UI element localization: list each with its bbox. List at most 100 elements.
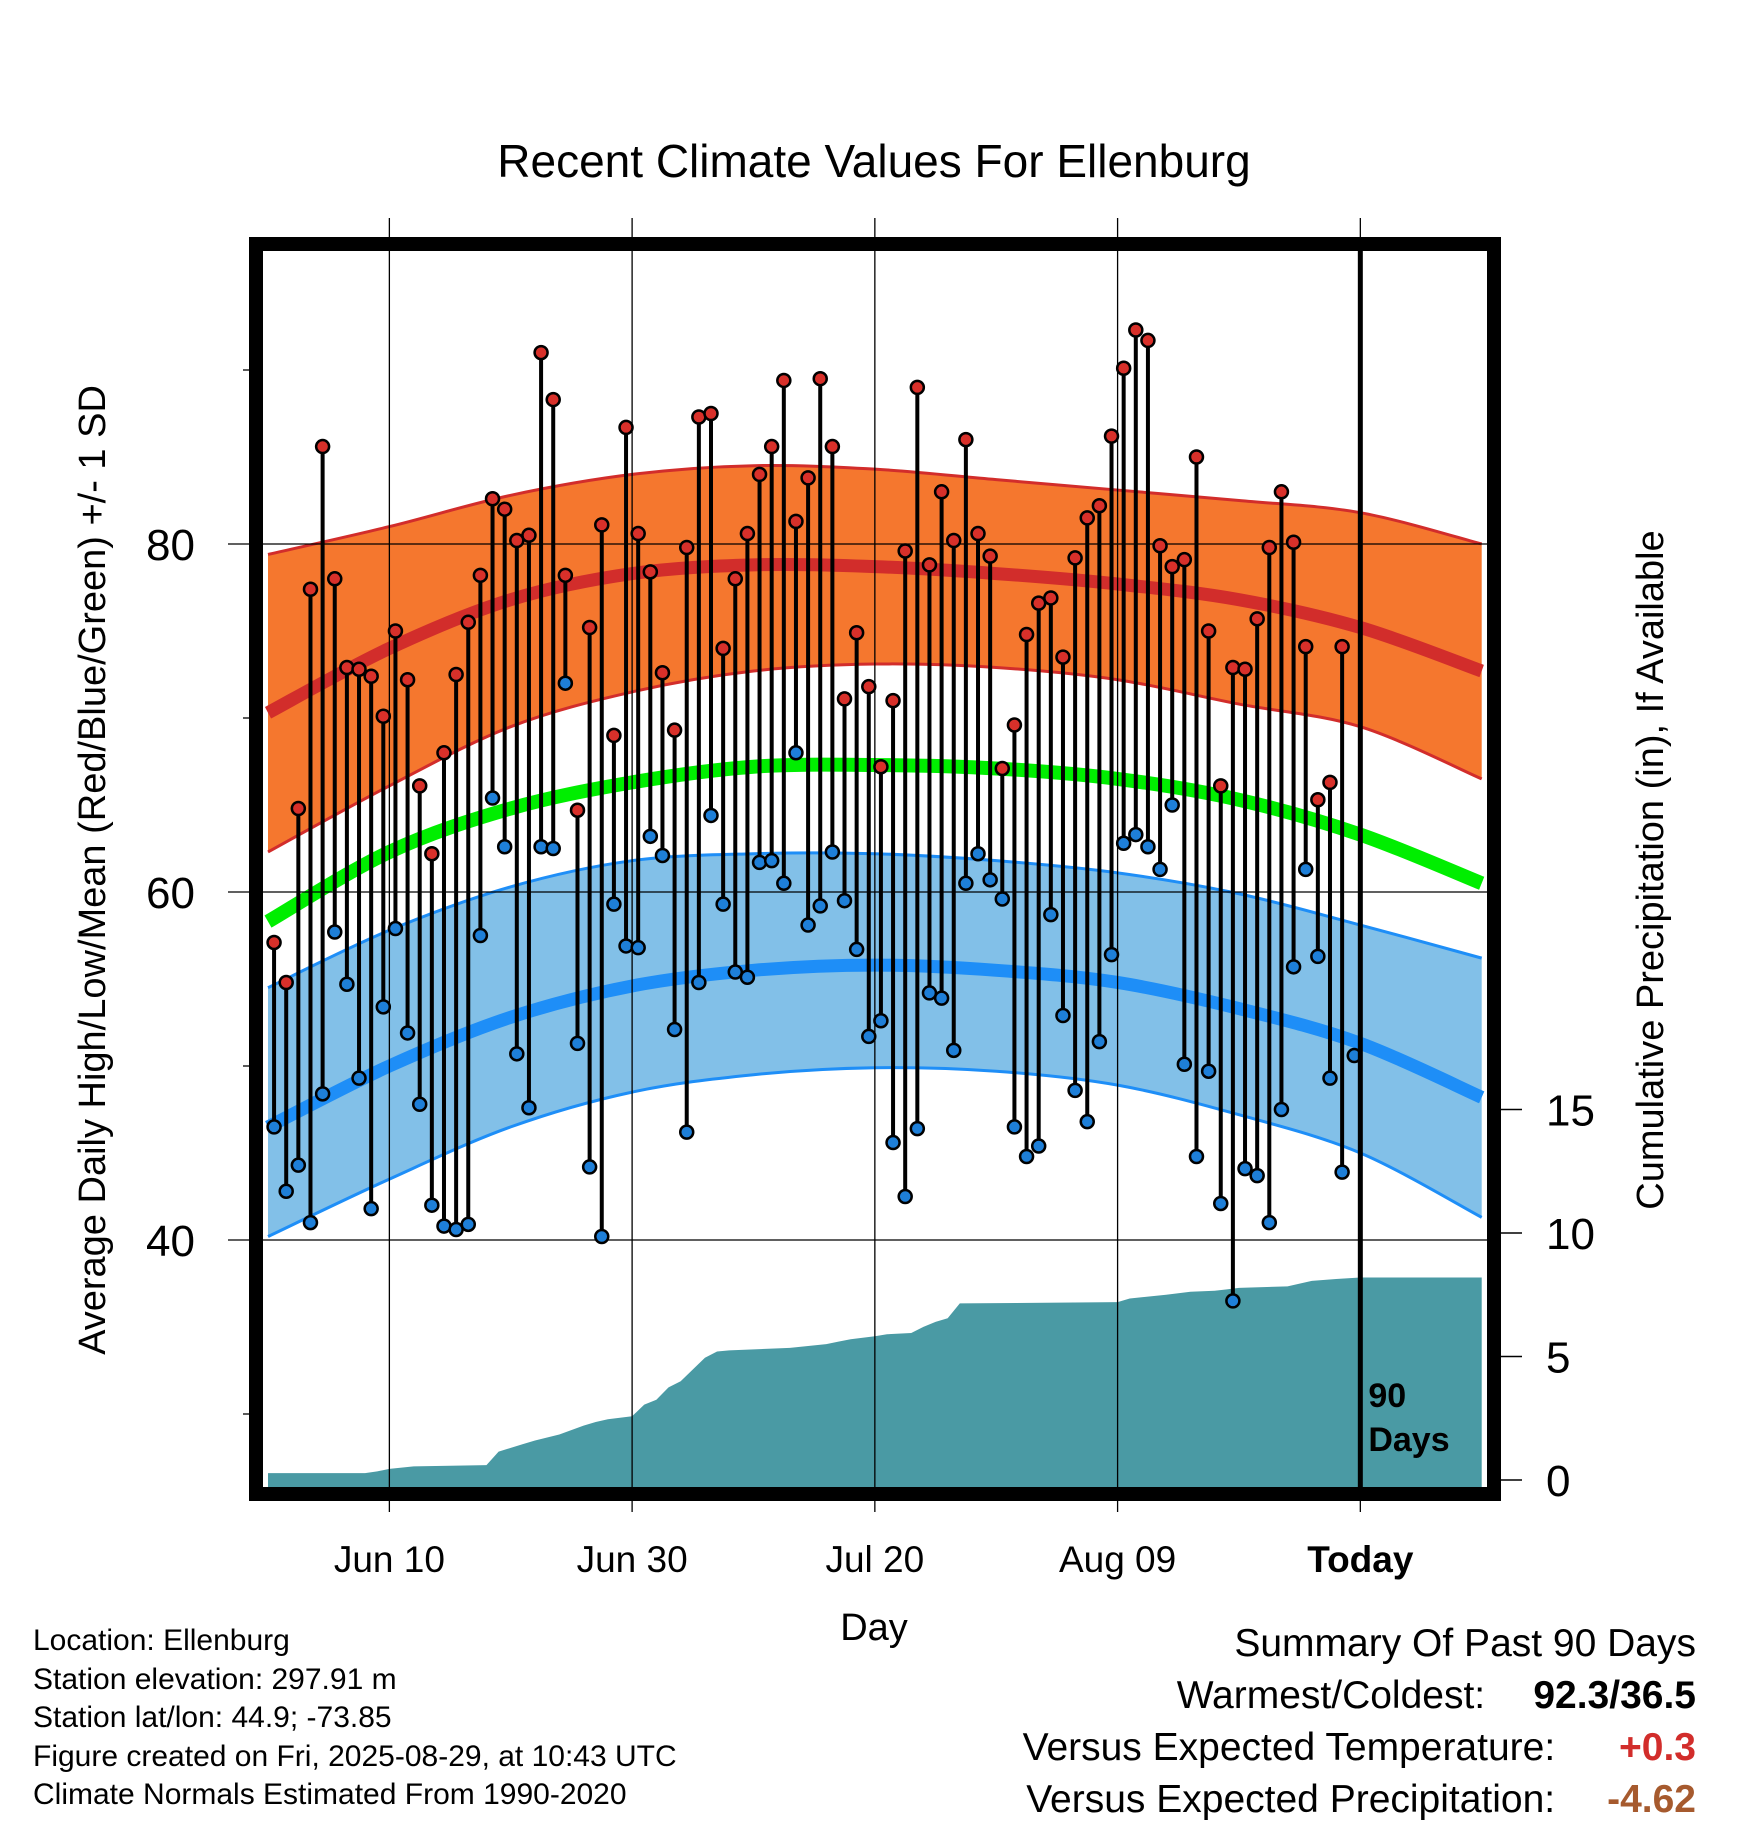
daily-low-point <box>1140 839 1156 855</box>
daily-low-point <box>763 852 780 869</box>
daily-low-point <box>472 927 489 944</box>
daily-low-point <box>982 872 998 888</box>
temp-label: Versus Expected Temperature: <box>1022 1726 1556 1769</box>
daily-high-point <box>1213 778 1229 794</box>
summary-warm-cold: Warmest/Coldest: 92.3/36.5 <box>1023 1670 1696 1722</box>
daily-low-point <box>375 999 392 1015</box>
daily-low-point <box>302 1214 319 1231</box>
daily-high-point <box>763 438 780 455</box>
daily-low-point <box>363 1200 379 1217</box>
warm-cold-value: 92.3/36.5 <box>1533 1674 1696 1717</box>
daily-low-point <box>278 1183 294 1200</box>
daily-high-point <box>994 760 1011 777</box>
daily-high-point <box>460 614 477 631</box>
x-tick-label: Jul 20 <box>825 1539 924 1580</box>
y2-tick-label: 15 <box>1546 1087 1595 1136</box>
daily-high-point <box>290 800 307 817</box>
precip-anomaly-value: -4.62 <box>1607 1778 1696 1821</box>
daily-high-point <box>387 623 404 639</box>
daily-low-point <box>1285 959 1302 975</box>
daily-high-point <box>1164 558 1180 575</box>
daily-low-point <box>533 839 549 855</box>
normals-text: Climate Normals Estimated From 1990-2020 <box>33 1778 627 1811</box>
daily-low-point <box>460 1216 477 1233</box>
daily-high-point <box>399 671 416 688</box>
daily-high-point <box>424 845 440 862</box>
daily-high-point <box>278 974 294 991</box>
daily-low-point <box>484 790 501 806</box>
daily-high-point <box>1334 638 1350 655</box>
daily-high-point <box>921 557 938 573</box>
plot-frame <box>249 237 1501 1501</box>
daily-high-point <box>472 567 489 584</box>
daily-high-point <box>1067 550 1083 566</box>
daily-high-point <box>812 370 828 387</box>
daily-high-point <box>1322 774 1338 791</box>
daily-high-point <box>1055 649 1071 665</box>
daily-high-point <box>1006 717 1023 733</box>
daily-low-point <box>606 896 622 912</box>
daily-low-point <box>521 1100 537 1116</box>
axes: 90 Days 40 60 80 0 5 10 15 Jun 10 Jun 30 Jul 20 Aug … <box>146 237 1595 1580</box>
daily-low-point <box>1055 1007 1071 1024</box>
daily-high-point <box>873 758 889 775</box>
latlon-text: Station lat/lon: 44.9; -73.85 <box>33 1701 392 1734</box>
daily-high-point <box>1261 539 1278 556</box>
daily-high-point <box>1237 661 1253 678</box>
daily-low-point <box>1200 1063 1217 1079</box>
daily-high-point <box>836 691 853 707</box>
summary-temp: Versus Expected Temperature: +0.3 <box>1023 1722 1696 1774</box>
daily-high-point <box>1188 449 1205 465</box>
daily-high-point <box>302 581 319 597</box>
daily-low-point <box>970 845 986 862</box>
daily-low-point <box>327 924 343 940</box>
daily-low-point <box>618 938 634 954</box>
daily-high-point <box>776 372 792 389</box>
daily-low-point <box>848 941 865 958</box>
daily-low-point <box>994 891 1011 907</box>
daily-high-point <box>982 548 998 564</box>
daily-low-point <box>751 854 768 871</box>
precip-label: Versus Expected Precipitation: <box>1026 1778 1556 1821</box>
summary-precip: Versus Expected Precipitation: -4.62 <box>1023 1774 1696 1826</box>
daily-high-point <box>521 527 537 544</box>
daily-high-point <box>545 391 561 408</box>
daily-low-point <box>678 1124 695 1140</box>
daily-low-point <box>666 1021 683 1038</box>
daily-high-point <box>1128 322 1144 338</box>
daily-low-point <box>1018 1148 1035 1165</box>
daily-low-point <box>339 976 355 992</box>
daily-high-point <box>897 543 913 559</box>
x-tick-label: Today <box>1307 1539 1414 1580</box>
y-tick-label: 60 <box>146 869 195 918</box>
daily-low-point <box>557 675 574 691</box>
daily-low-point <box>945 1042 962 1059</box>
daily-high-point <box>1225 659 1241 676</box>
daily-low-point <box>1213 1195 1229 1212</box>
daily-low-point <box>545 840 561 857</box>
daily-low-point <box>1322 1070 1338 1086</box>
daily-low-point <box>715 896 731 912</box>
daily-low-point <box>314 1086 331 1102</box>
daily-high-point <box>885 692 901 709</box>
y2-tick-label: 0 <box>1546 1457 1570 1506</box>
daily-high-point <box>824 438 841 455</box>
daily-high-point <box>848 624 865 641</box>
daily-low-point <box>691 974 707 991</box>
today-marker-days-label: Days <box>1368 1421 1449 1459</box>
daily-low-point <box>411 1096 428 1113</box>
daily-low-point <box>1237 1160 1253 1177</box>
daily-low-point <box>776 875 792 892</box>
created-text: Figure created on Fri, 2025-08-29, at 10… <box>33 1739 677 1773</box>
daily-low-point <box>812 898 828 914</box>
y2-tick-label: 10 <box>1546 1210 1595 1259</box>
daily-high-point <box>1152 537 1168 554</box>
daily-low-point <box>1297 861 1314 878</box>
daily-low-point <box>1103 946 1120 963</box>
x-tick-label: Aug 09 <box>1059 1539 1176 1580</box>
daily-high-point <box>606 727 622 744</box>
daily-low-point <box>509 1046 525 1062</box>
daily-low-point <box>1079 1113 1095 1130</box>
daily-high-point <box>363 668 379 684</box>
